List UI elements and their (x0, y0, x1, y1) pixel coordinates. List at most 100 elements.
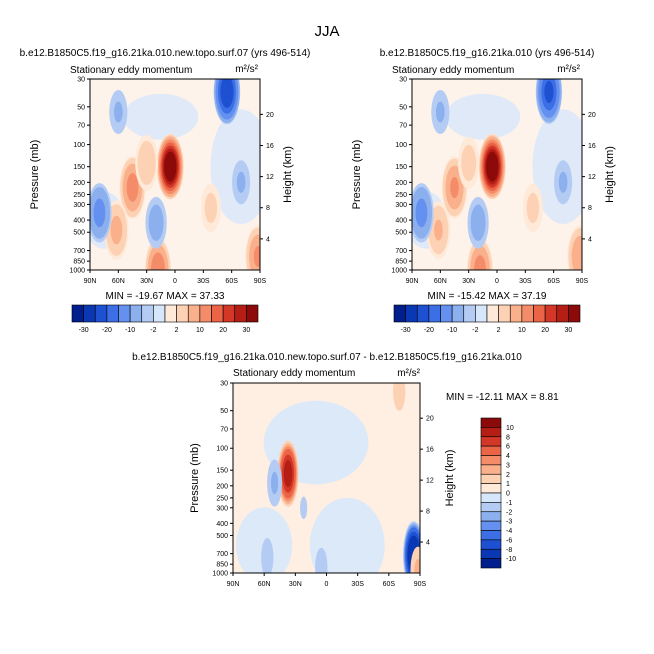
y-right-tick-label: 4 (426, 540, 430, 547)
contour-level (253, 245, 260, 267)
contour-feature (213, 79, 241, 125)
colorbar-swatch (498, 304, 511, 323)
y-tick-label: 850 (73, 259, 85, 266)
y-tick-label: 400 (216, 521, 228, 528)
contour-level (450, 176, 459, 199)
colorbar-swatch (568, 304, 581, 323)
colorbar-label: 10 (196, 327, 204, 334)
x-tick-label: 60S (547, 278, 560, 285)
colorbar-label: 2 (497, 327, 501, 334)
colorbar-swatch (176, 304, 189, 323)
colorbar-swatch (94, 304, 108, 323)
contour-feature (458, 137, 480, 189)
heatmap-field (233, 383, 420, 573)
colorbar-swatch (440, 304, 453, 323)
y-tick-label: 50 (399, 104, 407, 111)
colorbar-label: -30 (79, 327, 89, 334)
y-tick-label: 700 (395, 248, 407, 255)
contour-level (470, 204, 486, 241)
contour-level (436, 101, 445, 123)
panel-title: b.e12.B1850C5.f19_g16.21ka.010.new.topo.… (132, 352, 522, 363)
weak-negative-region (309, 497, 385, 573)
heatmap-field (90, 79, 260, 270)
colorbar-swatch (556, 304, 569, 323)
colorbar-label: -6 (506, 537, 512, 544)
colorbar-label: 4 (506, 453, 510, 460)
colorbar-label: -3 (506, 519, 512, 526)
y-right-tick-label: 12 (426, 478, 434, 485)
colorbar-swatch (234, 304, 247, 323)
y-tick-label: 70 (220, 426, 228, 433)
x-tick-label: 30N (289, 581, 302, 588)
y-right-tick-label: 8 (588, 205, 592, 212)
colorbar-swatch (480, 427, 502, 438)
panel-subtitle: Stationary eddy momentum (233, 368, 355, 379)
panel-subtitle: Stationary eddy momentum (392, 65, 514, 76)
x-tick-label: 90N (406, 278, 419, 285)
contour-feature (109, 89, 128, 135)
contour-feature (567, 225, 582, 270)
contour-feature (200, 183, 221, 233)
x-tick-label: 90N (84, 278, 97, 285)
contour-level (137, 140, 156, 185)
y-right-tick-label: 4 (588, 236, 592, 243)
colorbar-swatch (199, 304, 212, 323)
colorbar-label: 3 (506, 462, 510, 469)
y-right-tick-label: 8 (426, 509, 430, 516)
colorbar-swatch (475, 304, 488, 323)
contour-feature (135, 135, 159, 191)
colorbar-swatch (480, 455, 502, 466)
contour-level (114, 101, 123, 123)
contour-level (110, 215, 123, 245)
y-axis-label: Pressure (mb) (29, 140, 41, 210)
colorbar-swatch (211, 304, 224, 323)
colorbar-swatch (480, 530, 502, 541)
contour-level (414, 558, 420, 573)
colorbar-label: -20 (424, 327, 434, 334)
y-tick-label: 500 (73, 230, 85, 237)
x-tick-label: 0 (173, 278, 177, 285)
contour-feature (261, 537, 274, 573)
contour-feature (535, 79, 563, 124)
contour-level (93, 198, 106, 228)
min-max-readout: MIN = -19.67 MAX = 37.33 (106, 291, 225, 302)
y-tick-label: 1000 (69, 268, 85, 275)
colorbar-label: 20 (219, 327, 227, 334)
contour-level (126, 173, 139, 202)
y-tick-label: 850 (395, 259, 407, 266)
contour-level (300, 496, 308, 520)
y-tick-label: 50 (220, 408, 228, 415)
colorbar-swatch (71, 304, 84, 323)
panel-units: m²/s² (397, 368, 420, 379)
y-tick-label: 200 (73, 180, 85, 187)
contour-level (283, 460, 293, 488)
contour-level (393, 383, 406, 411)
colorbar-label: 2 (175, 327, 179, 334)
contour-level (474, 255, 486, 270)
x-tick-label: 30N (462, 278, 475, 285)
x-tick-label: 60S (383, 581, 396, 588)
colorbar-label: 10 (506, 425, 514, 432)
contour-level (148, 204, 164, 241)
y-tick-label: 700 (216, 551, 228, 558)
y-axis-right-label: Height (km) (604, 146, 616, 203)
contour-level (544, 80, 554, 104)
colorbar-label: 1 (506, 481, 510, 488)
colorbar-swatch (480, 473, 502, 484)
weak-negative-region (236, 507, 293, 573)
y-right-tick-label: 16 (588, 143, 596, 150)
colorbar-swatch (521, 304, 534, 323)
colorbar-swatch (509, 304, 523, 323)
y-tick-label: 100 (395, 142, 407, 149)
contour-level (434, 219, 443, 241)
colorbar-swatch (480, 445, 502, 456)
colorbar-swatch (222, 304, 236, 323)
colorbar-swatch (480, 436, 502, 447)
contour-feature (412, 183, 434, 243)
contour-level (270, 471, 279, 495)
colorbar-swatch (153, 304, 166, 323)
contour-feature (522, 183, 543, 233)
contour-feature (431, 89, 450, 135)
heatmap-field (412, 79, 582, 270)
